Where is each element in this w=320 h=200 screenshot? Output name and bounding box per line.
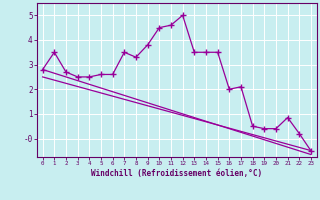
X-axis label: Windchill (Refroidissement éolien,°C): Windchill (Refroidissement éolien,°C) bbox=[91, 169, 262, 178]
